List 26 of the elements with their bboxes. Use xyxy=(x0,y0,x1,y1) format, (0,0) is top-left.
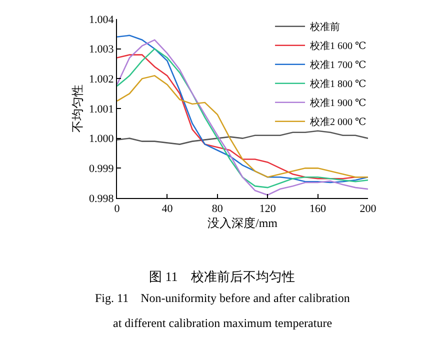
caption: Fig. 11 Non-uniformity before and after calibration xyxy=(95,291,350,305)
y-tick-label: 0.998 xyxy=(89,192,114,205)
legend-label: 校准1 700 ℃ xyxy=(309,59,366,72)
y-tick-label: 1.004 xyxy=(89,14,114,26)
x-tick-label: 160 xyxy=(310,203,327,216)
y-tick-label: 0.999 xyxy=(89,163,114,176)
x-axis-title: 没入深度/mm xyxy=(207,216,278,230)
line-series xyxy=(117,130,368,145)
caption: 图 11 校准前后不均匀性 xyxy=(149,269,295,284)
x-tick-label: 80 xyxy=(212,203,224,216)
legend-label: 校准1 900 ℃ xyxy=(309,97,366,110)
text: at different calibration maximum temperature xyxy=(113,316,332,330)
line-series xyxy=(117,75,368,178)
legend-label: 校准1 800 ℃ xyxy=(309,78,366,90)
x-tick-label: 0 xyxy=(114,203,120,216)
x-tick-label: 200 xyxy=(360,203,377,216)
x-tick-label: 40 xyxy=(162,203,174,216)
y-axis-title: 不均匀性 xyxy=(70,84,84,132)
y-tick-label: 1.002 xyxy=(89,74,114,86)
legend-label: 校准前 xyxy=(309,21,340,34)
legend-label: 校准2 000 ℃ xyxy=(309,116,366,128)
y-tick-label: 1.001 xyxy=(89,103,114,116)
y-tick-label: 1.003 xyxy=(89,44,114,56)
legend-label: 校准1 600 ℃ xyxy=(309,40,366,52)
y-tick-label: 1.000 xyxy=(89,133,114,146)
x-tick-label: 120 xyxy=(259,203,276,216)
